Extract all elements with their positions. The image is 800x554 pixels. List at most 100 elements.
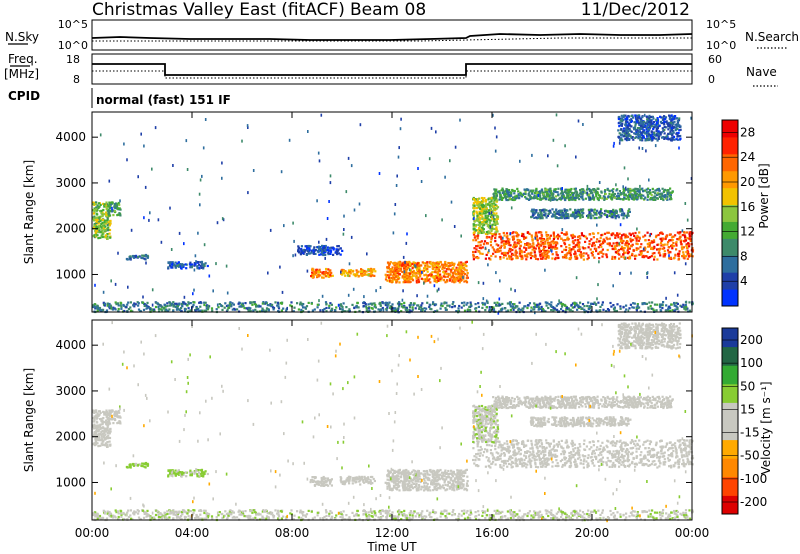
echo-pixel xyxy=(432,262,435,265)
echo-pixel xyxy=(487,251,490,254)
echo-pixel xyxy=(670,191,673,194)
echo-pixel xyxy=(388,301,391,304)
echo-pixel xyxy=(301,304,304,307)
echo-pixel xyxy=(652,190,655,193)
echo-pixel xyxy=(339,247,342,250)
echo-pixel xyxy=(672,121,675,124)
echo-pixel xyxy=(634,187,637,190)
echo-pixel xyxy=(403,301,406,304)
echo-pixel xyxy=(580,253,583,256)
echo-pixel xyxy=(428,157,431,161)
echo-pixel xyxy=(509,250,512,253)
echo-pixel xyxy=(458,264,461,267)
echo-pixel xyxy=(656,192,659,195)
echo-pixel xyxy=(153,310,156,313)
echo-pixel xyxy=(541,190,544,193)
echo-pixel xyxy=(493,201,496,204)
echo-pixel xyxy=(472,255,475,258)
echo-pixel xyxy=(496,230,499,233)
echo-pixel xyxy=(627,309,630,313)
echo-pixel xyxy=(674,308,677,311)
echo-pixel xyxy=(120,307,123,310)
echo-pixel xyxy=(624,243,627,246)
echo-pixel xyxy=(431,267,434,270)
echo-pixel xyxy=(495,194,499,197)
echo-pixel xyxy=(587,308,590,311)
echo-pixel xyxy=(458,272,461,275)
echo-pixel xyxy=(491,234,494,238)
echo-pixel xyxy=(484,208,487,211)
echo-pixel xyxy=(513,303,516,306)
echo-pixel xyxy=(481,301,484,305)
echo-pixel xyxy=(413,271,416,274)
echo-pixel xyxy=(463,301,466,304)
echo-pixel xyxy=(534,257,538,260)
echo-pixel xyxy=(581,234,584,237)
echo-pixel xyxy=(501,302,504,305)
echo-pixel xyxy=(453,281,456,284)
echo-pixel xyxy=(261,307,264,310)
echo-pixel xyxy=(420,264,423,267)
echo-pixel xyxy=(483,217,486,220)
echo-pixel xyxy=(514,305,517,308)
echo-pixel xyxy=(385,304,388,307)
echo-pixel xyxy=(666,136,669,139)
echo-pixel xyxy=(463,309,467,312)
echo-pixel xyxy=(583,189,586,192)
echo-pixel xyxy=(198,192,201,196)
echo-pixel xyxy=(678,146,680,150)
echo-pixel xyxy=(570,196,573,199)
echo-pixel xyxy=(677,124,680,127)
echo-pixel xyxy=(481,306,484,309)
echo-pixel xyxy=(657,193,660,196)
echo-pixel xyxy=(528,191,531,194)
echo-pixel xyxy=(518,247,521,250)
echo-pixel xyxy=(528,302,531,305)
echo-pixel xyxy=(102,208,105,212)
echo-pixel xyxy=(472,213,475,216)
echo-pixel xyxy=(633,126,636,129)
echo-pixel xyxy=(636,242,639,246)
echo-pixel xyxy=(478,246,481,249)
echo-pixel xyxy=(636,118,639,121)
echo-pixel xyxy=(561,194,564,198)
echo-pixel xyxy=(682,255,685,258)
echo-pixel xyxy=(434,310,437,313)
echo-pixel xyxy=(640,127,643,130)
echo-pixel xyxy=(465,303,468,306)
echo-pixel xyxy=(630,130,633,133)
echo-pixel xyxy=(578,198,581,201)
echo-pixel xyxy=(300,248,303,251)
echo-pixel xyxy=(313,246,316,249)
echo-pixel xyxy=(99,236,102,239)
echo-pixel xyxy=(478,250,481,253)
echo-pixel xyxy=(670,139,673,142)
echo-pixel xyxy=(221,161,223,165)
echo-pixel xyxy=(520,257,523,261)
echo-pixel xyxy=(435,130,437,134)
echo-pixel xyxy=(490,211,493,215)
echo-pixel xyxy=(453,262,456,265)
echo-pixel xyxy=(659,254,662,257)
echo-pixel xyxy=(490,236,493,239)
noise-right-tick-top: 10^5 xyxy=(706,18,736,31)
echo-pixel xyxy=(586,184,589,188)
echo-pixel xyxy=(564,304,567,307)
echo-pixel xyxy=(451,272,455,275)
echo-pixel xyxy=(653,258,656,261)
echo-pixel xyxy=(615,234,618,237)
echo-pixel xyxy=(615,309,618,313)
echo-pixel xyxy=(498,304,501,307)
echo-pixel xyxy=(624,122,628,125)
echo-pixel xyxy=(655,123,658,126)
echo-pixel xyxy=(581,193,584,196)
echo-pixel xyxy=(566,236,569,239)
echo-pixel xyxy=(539,257,543,260)
ytick-label: 4000 xyxy=(55,130,86,144)
echo-pixel xyxy=(622,129,625,132)
echo-pixel xyxy=(143,304,146,307)
echo-pixel xyxy=(487,263,489,267)
echo-pixel xyxy=(664,235,668,238)
echo-pixel xyxy=(503,234,506,237)
echo-pixel xyxy=(417,280,421,283)
